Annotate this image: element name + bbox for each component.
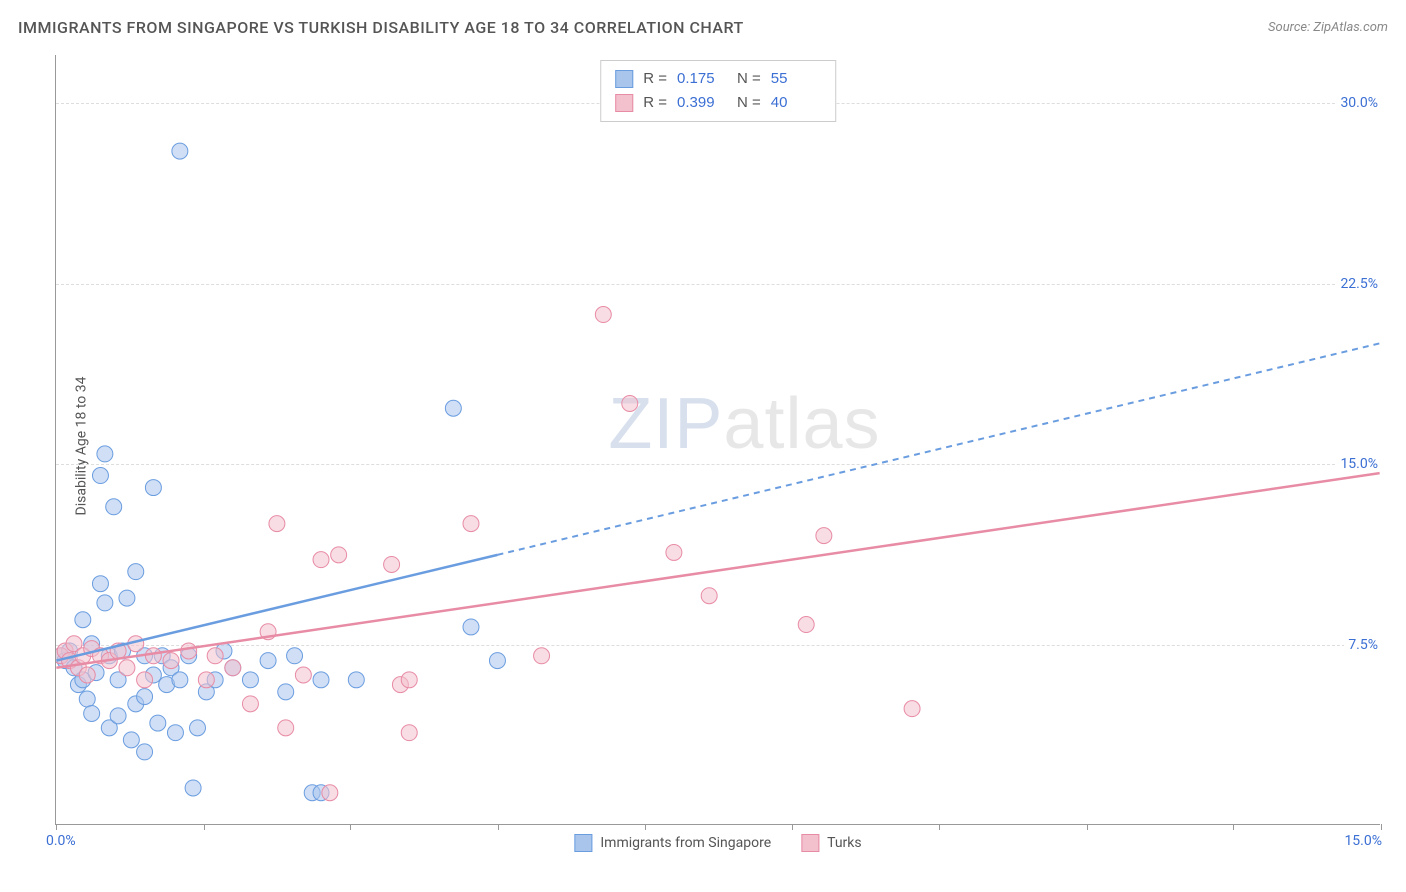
regression-line-solid <box>56 473 1379 668</box>
legend-item-1: Turks <box>801 834 862 852</box>
scatter-point <box>190 720 206 736</box>
scatter-point <box>185 780 201 796</box>
regression-line-solid <box>56 555 497 661</box>
scatter-point <box>119 660 135 676</box>
scatter-point <box>463 516 479 532</box>
x-tick <box>498 824 499 830</box>
legend-swatch-bottom-1 <box>801 834 819 852</box>
scatter-point <box>242 672 258 688</box>
scatter-point <box>172 143 188 159</box>
x-axis-min-label: 0.0% <box>46 833 76 849</box>
scatter-point <box>75 612 91 628</box>
scatter-point <box>489 653 505 669</box>
scatter-point <box>207 648 223 664</box>
x-tick <box>1233 824 1234 830</box>
scatter-point <box>225 660 241 676</box>
x-tick <box>645 824 646 830</box>
scatter-point <box>595 307 611 323</box>
scatter-point <box>278 720 294 736</box>
x-tick <box>792 824 793 830</box>
header: IMMIGRANTS FROM SINGAPORE VS TURKISH DIS… <box>18 18 1388 37</box>
r-label: R = <box>643 91 667 115</box>
scatter-point <box>295 667 311 683</box>
scatter-point <box>313 672 329 688</box>
scatter-point <box>269 516 285 532</box>
scatter-point <box>322 785 338 801</box>
scatter-point <box>137 744 153 760</box>
scatter-point <box>445 400 461 416</box>
scatter-point <box>150 715 166 731</box>
scatter-point <box>816 528 832 544</box>
x-tick <box>1381 824 1382 830</box>
series-legend: Immigrants from Singapore Turks <box>574 834 861 852</box>
scatter-svg <box>56 55 1380 824</box>
n-label: N = <box>737 67 761 91</box>
legend-swatch-1 <box>615 94 633 112</box>
scatter-point <box>904 701 920 717</box>
scatter-point <box>172 672 188 688</box>
n-value-0: 55 <box>771 67 821 91</box>
scatter-point <box>79 667 95 683</box>
scatter-point <box>92 576 108 592</box>
scatter-point <box>313 552 329 568</box>
scatter-point <box>92 468 108 484</box>
scatter-point <box>401 672 417 688</box>
legend-swatch-0 <box>615 70 633 88</box>
x-tick <box>350 824 351 830</box>
chart-plot-area: ZIPatlas R = 0.175 N = 55 R = 0.399 N = … <box>55 55 1380 825</box>
scatter-point <box>181 643 197 659</box>
n-label: N = <box>737 91 761 115</box>
scatter-point <box>798 617 814 633</box>
scatter-point <box>106 499 122 515</box>
r-value-0: 0.175 <box>677 67 727 91</box>
scatter-point <box>287 648 303 664</box>
x-tick <box>56 824 57 830</box>
correlation-legend: R = 0.175 N = 55 R = 0.399 N = 40 <box>600 60 836 122</box>
x-tick <box>939 824 940 830</box>
chart-title: IMMIGRANTS FROM SINGAPORE VS TURKISH DIS… <box>18 18 744 37</box>
legend-swatch-bottom-0 <box>574 834 592 852</box>
scatter-point <box>331 547 347 563</box>
scatter-point <box>534 648 550 664</box>
scatter-point <box>701 588 717 604</box>
scatter-point <box>384 556 400 572</box>
n-value-1: 40 <box>771 91 821 115</box>
scatter-point <box>260 653 276 669</box>
scatter-point <box>278 684 294 700</box>
regression-line-dashed <box>497 343 1379 554</box>
scatter-point <box>167 725 183 741</box>
scatter-point <box>97 446 113 462</box>
scatter-point <box>119 590 135 606</box>
scatter-point <box>198 672 214 688</box>
scatter-point <box>401 725 417 741</box>
legend-item-0: Immigrants from Singapore <box>574 834 771 852</box>
scatter-point <box>163 653 179 669</box>
legend-label-0: Immigrants from Singapore <box>600 835 771 851</box>
scatter-point <box>348 672 364 688</box>
scatter-point <box>123 732 139 748</box>
legend-label-1: Turks <box>827 835 862 851</box>
x-tick <box>204 824 205 830</box>
scatter-point <box>145 648 161 664</box>
legend-row-series-0: R = 0.175 N = 55 <box>615 67 821 91</box>
scatter-point <box>84 705 100 721</box>
source-label: Source: ZipAtlas.com <box>1268 20 1388 35</box>
scatter-point <box>666 544 682 560</box>
scatter-point <box>128 564 144 580</box>
scatter-point <box>622 395 638 411</box>
r-label: R = <box>643 67 667 91</box>
scatter-point <box>463 619 479 635</box>
scatter-point <box>145 480 161 496</box>
scatter-point <box>137 672 153 688</box>
r-value-1: 0.399 <box>677 91 727 115</box>
scatter-point <box>242 696 258 712</box>
scatter-point <box>97 595 113 611</box>
legend-row-series-1: R = 0.399 N = 40 <box>615 91 821 115</box>
x-axis-max-label: 15.0% <box>1344 833 1382 849</box>
scatter-point <box>137 689 153 705</box>
scatter-point <box>79 691 95 707</box>
x-tick <box>1087 824 1088 830</box>
scatter-point <box>110 708 126 724</box>
